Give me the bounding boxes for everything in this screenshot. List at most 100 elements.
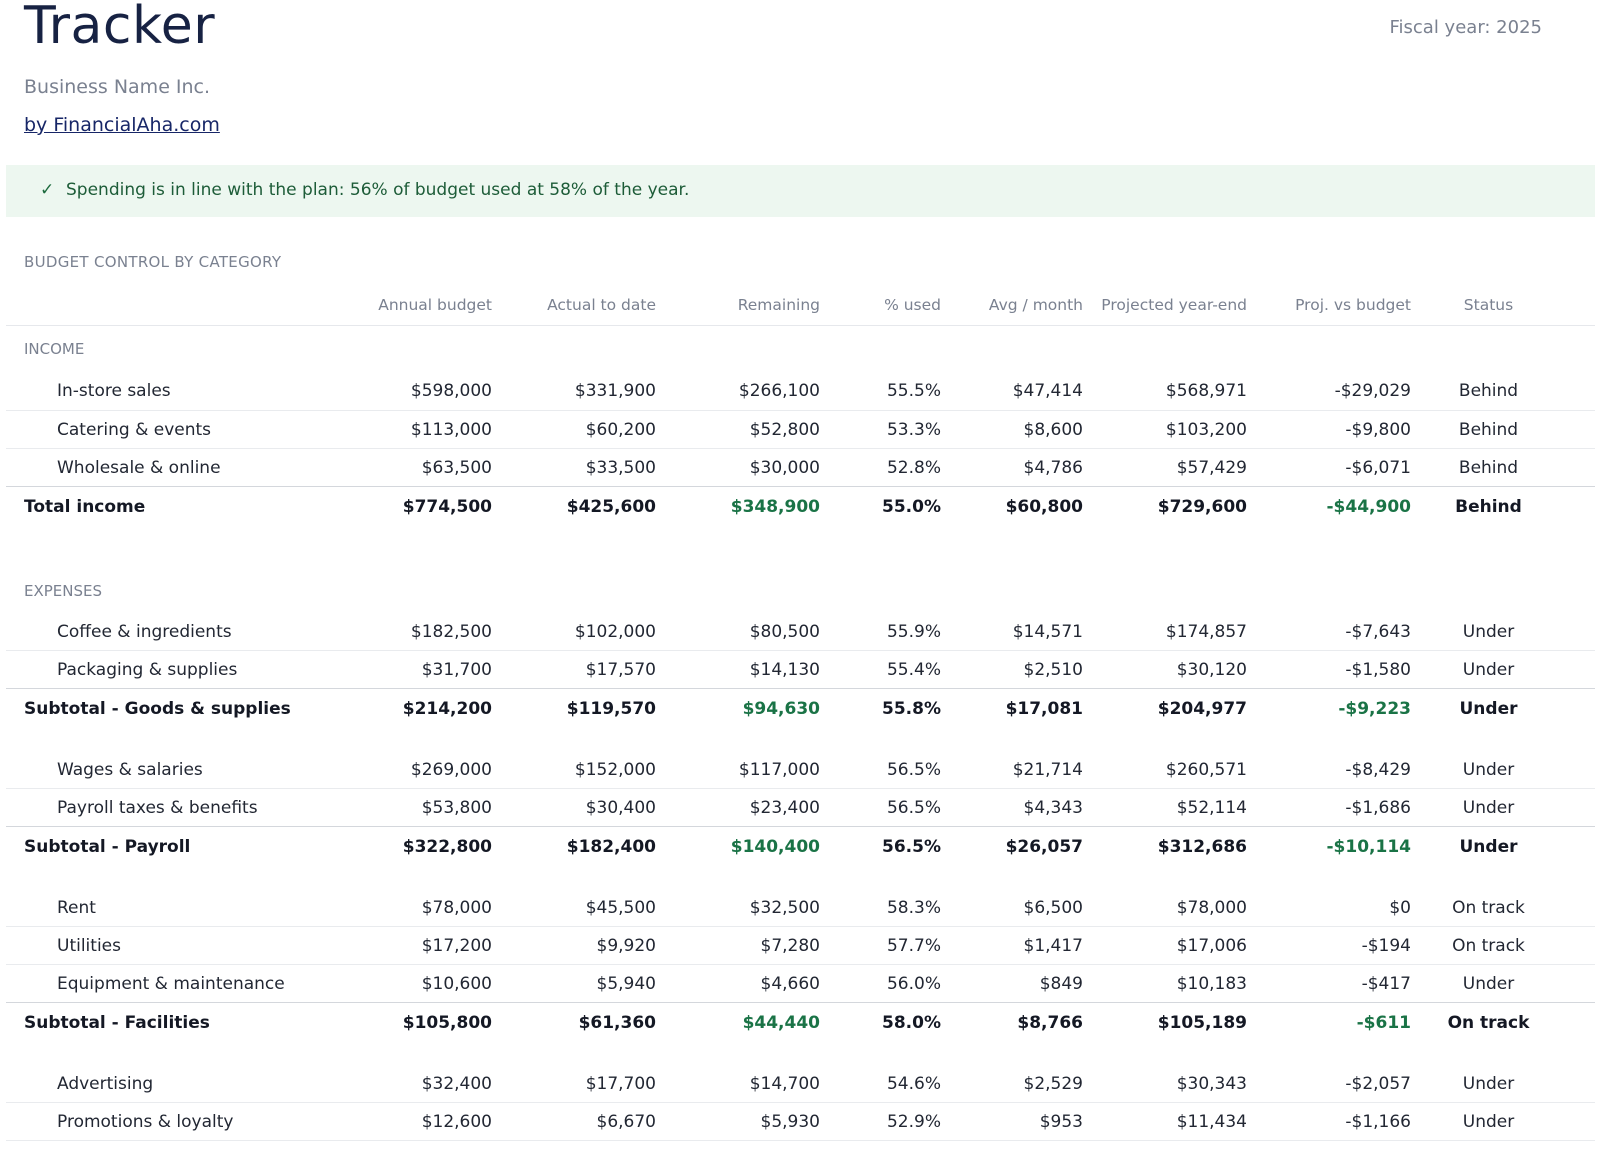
status-cell: Under: [1411, 964, 1566, 1003]
annual-budget-cell: $63,500: [350, 448, 492, 487]
status-cell: Behind: [1411, 372, 1566, 411]
projected-year-end-cell: $57,429: [1083, 448, 1247, 487]
total-row: Total income $774,500 $425,600 $348,900 55.0…: [6, 487, 1595, 528]
page-title: Tracker: [24, 0, 216, 56]
category-name: Packaging & supplies: [6, 650, 350, 689]
section-heading-row: INCOME: [6, 326, 1595, 373]
category-name: Coffee & ingredients: [6, 613, 350, 651]
avg-month-cell: $21,714: [941, 751, 1083, 789]
table-row: Promotions & loyalty $12,600 $6,670 $5,930 5…: [6, 1102, 1595, 1141]
status-banner: ✓ Spending is in line with the plan: 56%…: [6, 165, 1595, 217]
remaining-cell: $7,280: [656, 926, 820, 965]
projected-year-end-cell: $17,006: [1083, 926, 1247, 965]
actual-to-date-cell: $102,000: [492, 613, 656, 651]
remaining-cell: $44,440: [742, 1013, 820, 1033]
annual-budget-cell: $12,600: [350, 1102, 492, 1141]
avg-month-cell: $2,529: [941, 1065, 1083, 1103]
avg-month-cell: $47,414: [941, 372, 1083, 411]
remaining-cell: $4,660: [656, 964, 820, 1003]
projected-year-end-cell: $174,857: [1083, 613, 1247, 651]
proj-vs-budget-cell: -$9,223: [1338, 699, 1411, 719]
actual-to-date-cell: $425,600: [566, 497, 656, 517]
annual-budget-cell: $17,200: [350, 926, 492, 965]
avg-month-cell: $8,600: [941, 410, 1083, 449]
pct-used-cell: 56.5%: [882, 837, 941, 857]
avg-month-cell: $849: [941, 964, 1083, 1003]
remaining-cell: $5,930: [656, 1102, 820, 1141]
avg-month-cell: $1,417: [941, 926, 1083, 965]
table-body: INCOME In-store sales $598,000 $331,900 $266…: [6, 326, 1595, 1141]
actual-to-date-cell: $33,500: [492, 448, 656, 487]
actual-to-date-cell: $45,500: [492, 889, 656, 927]
table-row: Payroll taxes & benefits $53,800 $30,400 $2…: [6, 788, 1595, 827]
actual-to-date-cell: $61,360: [578, 1013, 656, 1033]
actual-to-date-cell: $30,400: [492, 788, 656, 827]
projected-year-end-cell: $568,971: [1083, 372, 1247, 411]
header-avg-month: Avg / month: [941, 285, 1083, 326]
projected-year-end-cell: $103,200: [1083, 410, 1247, 449]
actual-to-date-cell: $17,700: [492, 1065, 656, 1103]
status-cell: Under: [1411, 613, 1566, 651]
actual-to-date-cell: $119,570: [566, 699, 656, 719]
annual-budget-cell: $182,500: [350, 613, 492, 651]
pct-used-cell: 55.0%: [882, 497, 941, 517]
table-row: Advertising $32,400 $17,700 $14,700 54.6% $2,…: [6, 1065, 1595, 1103]
proj-vs-budget-cell: -$194: [1247, 926, 1411, 965]
proj-vs-budget-cell: -$2,057: [1247, 1065, 1411, 1103]
status-cell: On track: [1447, 1013, 1530, 1033]
total-row: Subtotal - Facilities $105,800 $61,360 $44,…: [6, 1003, 1595, 1044]
status-cell: Behind: [1411, 448, 1566, 487]
actual-to-date-cell: $9,920: [492, 926, 656, 965]
category-name: Subtotal - Goods & supplies: [24, 699, 291, 719]
table-header-row: Annual budget Actual to date Remaining %…: [6, 285, 1595, 326]
pct-used-cell: 56.5%: [820, 788, 941, 827]
total-row: Subtotal - Payroll $322,800 $182,400 $140,4…: [6, 827, 1595, 868]
section-title: BUDGET CONTROL BY CATEGORY: [24, 253, 282, 271]
remaining-cell: $348,900: [730, 497, 820, 517]
proj-vs-budget-cell: -$611: [1356, 1013, 1411, 1033]
projected-year-end-cell: $105,189: [1157, 1013, 1247, 1033]
proj-vs-budget-cell: $0: [1247, 889, 1411, 927]
avg-month-cell: $17,081: [1005, 699, 1083, 719]
header-remaining: Remaining: [656, 285, 820, 326]
avg-month-cell: $60,800: [1005, 497, 1083, 517]
header-category: [6, 285, 350, 326]
status-cell: Under: [1411, 1065, 1566, 1103]
header-annual-budget: Annual budget: [350, 285, 492, 326]
pct-used-cell: 57.7%: [820, 926, 941, 965]
avg-month-cell: $2,510: [941, 650, 1083, 689]
status-cell: Under: [1411, 751, 1566, 789]
budget-table: Annual budget Actual to date Remaining %…: [6, 285, 1595, 1141]
pct-used-cell: 54.6%: [820, 1065, 941, 1103]
projected-year-end-cell: $10,183: [1083, 964, 1247, 1003]
remaining-cell: $32,500: [656, 889, 820, 927]
annual-budget-cell: $10,600: [350, 964, 492, 1003]
pct-used-cell: 58.0%: [882, 1013, 941, 1033]
category-name: Total income: [24, 497, 146, 517]
remaining-cell: $266,100: [656, 372, 820, 411]
fiscal-year-label: Fiscal year: 2025: [1389, 17, 1542, 38]
category-name: Catering & events: [6, 410, 350, 449]
category-name: Utilities: [6, 926, 350, 965]
status-cell: On track: [1411, 926, 1566, 965]
status-cell: Behind: [1411, 410, 1566, 449]
remaining-cell: $14,130: [656, 650, 820, 689]
avg-month-cell: $14,571: [941, 613, 1083, 651]
annual-budget-cell: $214,200: [402, 699, 492, 719]
avg-month-cell: $4,343: [941, 788, 1083, 827]
table-row: Coffee & ingredients $182,500 $102,000 $80,…: [6, 613, 1595, 651]
remaining-cell: $94,630: [742, 699, 820, 719]
category-name: Subtotal - Payroll: [24, 837, 191, 857]
projected-year-end-cell: $729,600: [1157, 497, 1247, 517]
proj-vs-budget-cell: -$417: [1247, 964, 1411, 1003]
pct-used-cell: 58.3%: [820, 889, 941, 927]
category-name: Rent: [6, 889, 350, 927]
avg-month-cell: $6,500: [941, 889, 1083, 927]
header-status: Status: [1411, 285, 1566, 326]
financialaha-link[interactable]: by FinancialAha.com: [24, 114, 220, 136]
avg-month-cell: $26,057: [1005, 837, 1083, 857]
total-row: Subtotal - Goods & supplies $214,200 $119,…: [6, 689, 1595, 730]
status-cell: Under: [1459, 699, 1518, 719]
proj-vs-budget-cell: -$1,166: [1247, 1102, 1411, 1141]
